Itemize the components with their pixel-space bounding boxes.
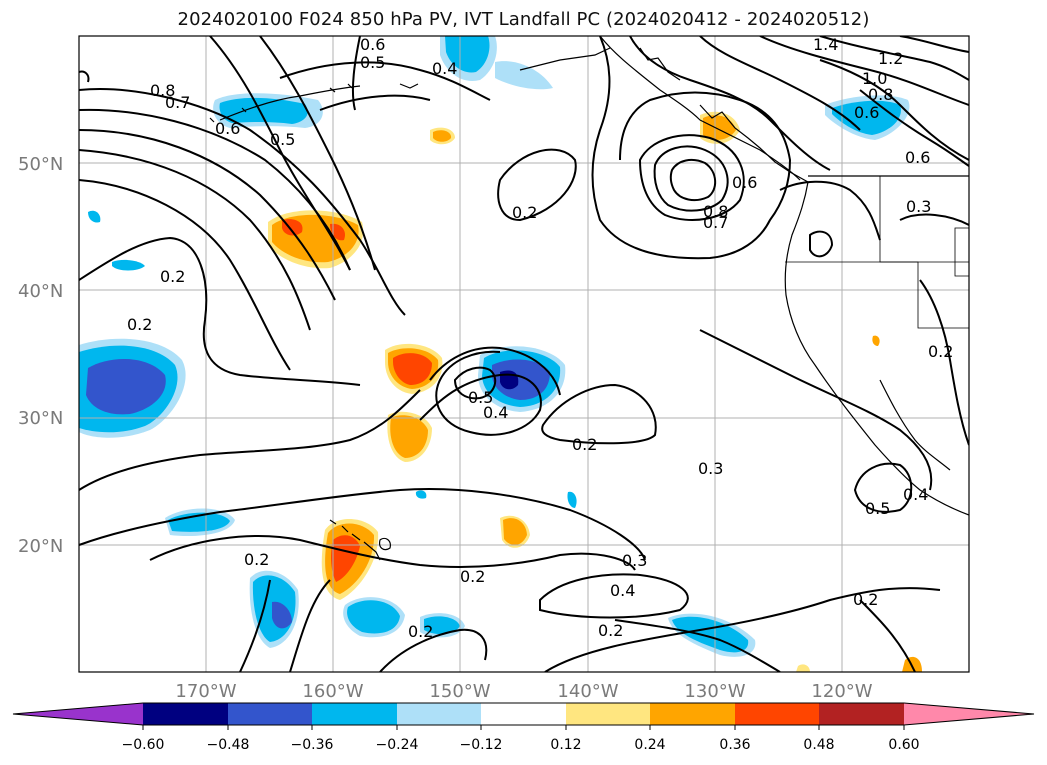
contour-label: 0.4 [432,59,457,78]
contour-label: 0.5 [270,130,295,149]
colorbar-segment [566,703,650,725]
lon-label: 170°W [175,681,236,702]
contour-label: 0.8 [703,202,728,221]
contour-label: 0.2 [160,267,185,286]
contour-label: 0.2 [512,203,537,222]
lon-label: 150°W [429,681,490,702]
contour-label: 0.4 [610,581,635,600]
colorbar-extend-right [904,703,1034,725]
colorbar-segment [735,703,819,725]
colorbar-tick-label: −0.36 [291,737,334,753]
graticule [79,36,969,672]
contour-label: 1.0 [862,69,887,88]
lat-label: 40°N [18,281,63,302]
colorbar-segment [819,703,904,725]
colorbar: −0.60 −0.48 −0.36 −0.24 −0.12 0.12 0.24 … [12,702,1035,753]
colorbar-tick-label: −0.48 [207,737,250,753]
contour-label: 0.4 [903,485,928,504]
contour-label: 0.2 [408,622,433,641]
colorbar-segment [397,703,481,725]
contour-label: 0.5 [865,499,890,518]
lon-label: 160°W [302,681,363,702]
colorbar-tick-label: −0.12 [460,737,503,753]
colorbar-tick-label: 0.12 [550,737,581,753]
colorbar-tick-label: 0.60 [888,737,919,753]
lon-label: 140°W [557,681,618,702]
contour-label: 0.7 [703,213,728,232]
contour-labels: 0.8 0.7 0.6 0.5 0.6 0.5 0.4 1.4 1.2 1.0 … [127,35,953,641]
contour-label: 0.4 [483,403,508,422]
contour-label: 0.2 [572,435,597,454]
contour-label: 0.2 [127,315,152,334]
contour-label: 0.6 [360,35,385,54]
lat-label: 20°N [18,536,63,557]
contour-label: 0.8 [150,81,175,100]
colorbar-tick-label: 0.36 [719,737,750,753]
contour-label: 0.5 [468,388,493,407]
colorbar-tick-label: 0.24 [634,737,665,753]
contour-label: 0.6 [215,119,240,138]
contour-label: 0.8 [868,85,893,104]
lon-label: 130°W [684,681,745,702]
contour-label: 0.6 [732,173,757,192]
colorbar-segment [143,703,228,725]
contour-label: 0.2 [928,342,953,361]
colorbar-extend-left [13,703,143,725]
contour-label: 0.3 [906,197,931,216]
plot-frame [78,35,970,673]
contour-label: 0.3 [698,459,723,478]
contour-label: 0.2 [244,550,269,569]
colorbar-segment [228,703,312,725]
contour-label: 0.3 [622,551,647,570]
colorbar-segment [312,703,397,725]
longitude-labels: 170°W 160°W 150°W 140°W 130°W 120°W [175,681,872,702]
contour-label: 0.2 [460,567,485,586]
contour-label: 0.2 [598,621,623,640]
lat-label: 30°N [18,408,63,429]
contour-label: 0.5 [360,53,385,72]
contour-label: 1.2 [878,49,903,68]
colorbar-tick-label: −0.60 [122,737,165,753]
contour-label: 0.6 [854,103,879,122]
coastlines [209,36,969,561]
contour-label: 0.2 [853,590,878,609]
map-title: 2024020100 F024 850 hPa PV, IVT Landfall… [177,9,870,30]
contour-label: 0.6 [905,148,930,167]
colorbar-tick-label: −0.24 [376,737,419,753]
contour-label: 0.7 [165,93,190,112]
colorbar-tick-label: 0.48 [803,737,834,753]
contour-label: 1.4 [813,35,838,54]
colorbar-segment [481,703,566,725]
pv-contours [79,36,969,672]
lon-label: 120°W [811,681,872,702]
plot-area: 0.8 0.7 0.6 0.5 0.6 0.5 0.4 1.4 1.2 1.0 … [79,35,969,672]
colorbar-ticks [142,725,905,730]
lat-label: 50°N [18,154,63,175]
colorbar-segment [650,703,735,725]
latitude-labels: 50°N 40°N 30°N 20°N [18,154,63,557]
